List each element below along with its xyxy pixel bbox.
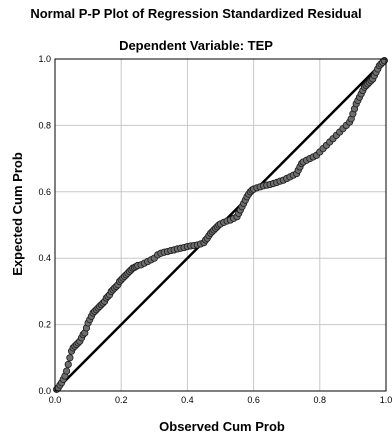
x-tick-label: 1.0 (380, 395, 392, 405)
y-tick-label: 0.8 (38, 120, 51, 130)
y-tick-label: 1.0 (38, 54, 51, 64)
y-tick-label: 0.2 (38, 320, 51, 330)
x-tick-label: 0.4 (181, 395, 194, 405)
data-point (62, 367, 71, 375)
chart-title: Normal P-P Plot of Regression Standardiz… (30, 6, 362, 21)
tick-labels: 0.0 0.2 0.4 0.6 0.8 1.0 0.0 0.2 0.4 0.6 0.8 1.0 (38, 54, 392, 405)
x-axis-label: Observed Cum Prob (159, 419, 285, 433)
x-tick-label: 0.2 (115, 395, 128, 405)
data-point (64, 360, 72, 369)
chart-subtitle: Dependent Variable: TEP (119, 38, 273, 53)
data-point (380, 57, 388, 65)
y-axis-label: Expected Cum Prob (10, 152, 25, 276)
y-tick-label: 0.4 (38, 253, 51, 263)
x-tick-label: 0.8 (314, 395, 327, 405)
plot-frame (54, 58, 387, 392)
x-tick-label: 0.6 (247, 395, 260, 405)
data-point (66, 354, 74, 362)
x-tick-label: 0.0 (49, 395, 62, 405)
y-tick-label: 0.0 (38, 386, 51, 396)
y-tick-label: 0.6 (38, 187, 51, 197)
data-points (53, 57, 388, 393)
